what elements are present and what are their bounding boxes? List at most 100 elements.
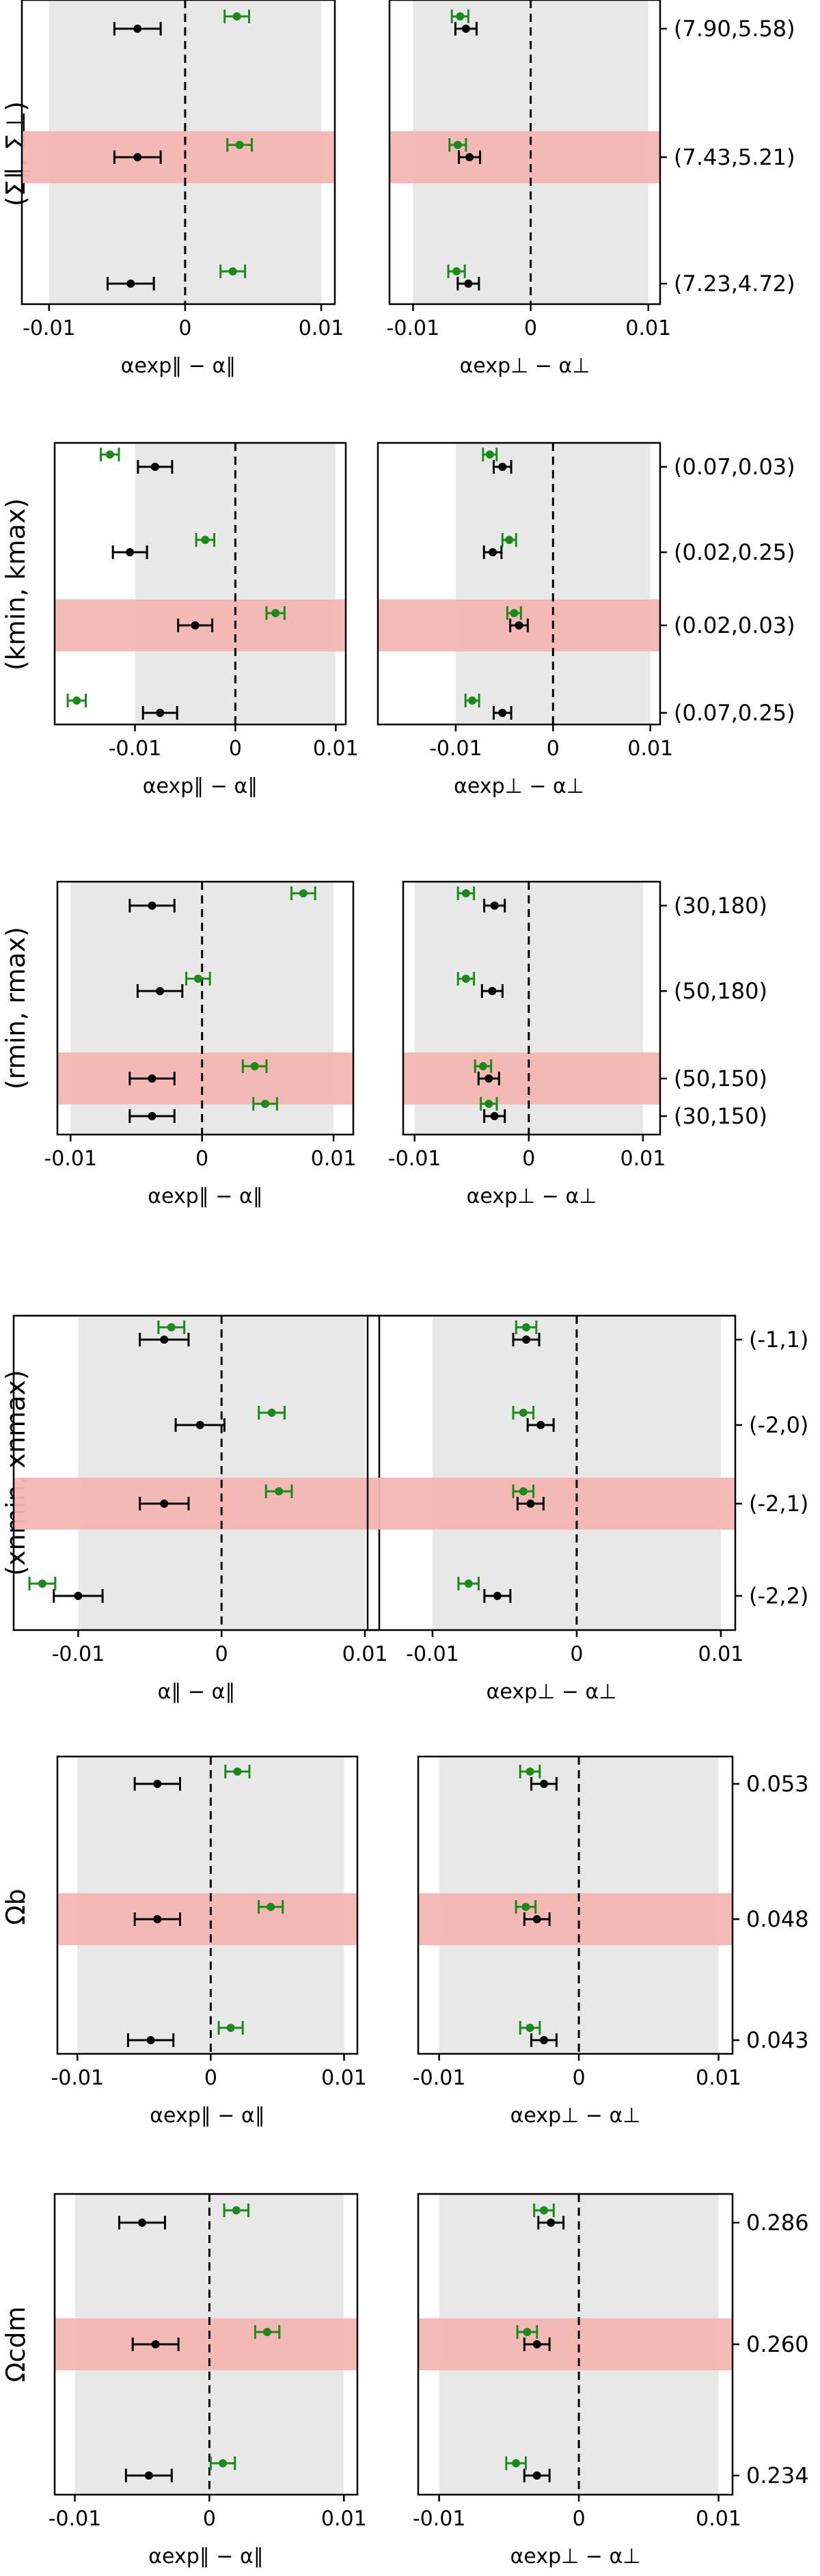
green-data-point <box>519 1409 528 1417</box>
row-label: 0.260 <box>746 2331 809 2357</box>
black-data-point <box>532 2340 541 2348</box>
green-data-point <box>522 1323 531 1331</box>
x-tick-label: -0.01 <box>387 316 440 340</box>
green-data-point <box>512 2459 521 2467</box>
black-data-point <box>151 2340 160 2348</box>
black-data-point <box>160 1500 169 1508</box>
panel-perpendicular: -0.01 0 0.01 αexp⊥ − α⊥ (30,180) (50,180) (50,… <box>388 880 767 1208</box>
green-data-point <box>271 609 280 617</box>
green-data-point <box>468 696 477 705</box>
x-tick-label: 0 <box>215 1642 228 1666</box>
panel-frame <box>56 1755 359 2055</box>
black-data-point <box>490 1112 499 1120</box>
highlight-row <box>418 2318 733 2370</box>
black-data-point <box>156 709 165 717</box>
green-data-point <box>299 889 308 897</box>
x-axis-label: αexp⊥ − α⊥ <box>510 2104 641 2128</box>
panel-frame <box>377 442 661 726</box>
panel-perpendicular: -0.01 0 0.01 αexp⊥ − α⊥ (0.07,0.03) (0.02,0.2… <box>377 442 795 798</box>
x-axis-label: αexp∥ − α∥ <box>143 774 258 798</box>
highlight-row <box>418 1893 733 1945</box>
green-data-point <box>263 2328 272 2336</box>
black-data-point <box>493 1592 502 1600</box>
black-data-point <box>148 901 156 910</box>
x-tick-label: 0 <box>203 2507 216 2531</box>
y-axis-label: (xnmin, xnmax) <box>1 1370 31 1575</box>
green-data-point <box>233 1767 242 1776</box>
x-tick-label: 0 <box>524 316 537 340</box>
highlight-row <box>390 131 660 183</box>
row-label: (50,180) <box>674 978 767 1004</box>
chart-block-2: (rmin, rmax) -0.01 0 0.01 αexp∥ − α∥ -0.01 0 0.… <box>1 880 767 1208</box>
black-data-point <box>465 153 474 161</box>
x-tick-label: -0.01 <box>51 2066 104 2090</box>
row-label: (0.07,0.25) <box>674 700 795 726</box>
black-data-point <box>488 987 497 995</box>
row-label: 0.053 <box>746 1771 809 1797</box>
black-data-point <box>148 1112 156 1120</box>
x-tick-label: 0.01 <box>620 1147 666 1171</box>
panel-parallel: -0.01 0 0.01 αexp∥ − α∥ <box>51 1755 367 2128</box>
x-tick-label: 0 <box>570 1642 583 1666</box>
row-label: (30,150) <box>674 1103 767 1129</box>
black-data-point <box>156 987 165 995</box>
panel-frame <box>417 1755 734 2055</box>
black-data-point <box>146 2036 155 2044</box>
x-tick-label: 0.01 <box>321 2066 367 2090</box>
x-axis-label: αexp⊥ − α⊥ <box>454 774 584 798</box>
row-label: (30,180) <box>674 893 767 919</box>
x-tick-label: 0 <box>229 737 242 761</box>
x-tick-label: -0.01 <box>109 737 162 761</box>
green-data-point <box>510 609 519 617</box>
x-tick-label: 0.01 <box>342 1642 388 1666</box>
highlight-row <box>55 2318 357 2370</box>
x-tick-label: -0.01 <box>52 1642 105 1666</box>
row-label: (7.43,5.21) <box>674 144 795 170</box>
x-tick-label: 0.01 <box>313 737 359 761</box>
row-label: (-2,1) <box>749 1491 808 1517</box>
highlight-row <box>22 131 335 183</box>
green-data-point <box>193 975 202 983</box>
row-label: (0.02,0.03) <box>674 612 795 638</box>
black-data-point <box>498 463 507 471</box>
black-data-point <box>137 2219 146 2227</box>
x-axis-label: α∥ − α∥ <box>158 1680 236 1704</box>
chart-block-5: Ωcdm -0.01 0 0.01 αexp∥ − α∥ -0.01 0 0.01 αexp⊥ … <box>1 2193 809 2568</box>
green-data-point <box>521 1903 530 1911</box>
green-data-point <box>232 2206 241 2214</box>
x-tick-label: 0 <box>573 2507 586 2531</box>
x-tick-label: 0.01 <box>625 316 671 340</box>
black-data-point <box>464 280 473 288</box>
green-data-point <box>461 975 470 983</box>
x-tick-label: 0 <box>204 2066 217 2090</box>
chart-block-1: (kmin, kmax) -0.01 0 0.01 αexp∥ − α∥ -0.01 0 0.… <box>1 442 795 798</box>
panel-parallel: -0.01 0 0.01 α∥ − α∥ <box>12 1314 388 1704</box>
black-data-point <box>133 153 142 161</box>
x-tick-label: 0 <box>195 1147 208 1171</box>
black-data-point <box>191 621 200 629</box>
green-data-point <box>456 12 465 21</box>
panel-perpendicular: -0.01 0 0.01 αexp⊥ − α⊥ (7.90,5.58) (7.43,5.2… <box>387 0 795 378</box>
x-tick-label: -0.01 <box>49 2507 102 2531</box>
x-tick-label: -0.01 <box>413 2066 466 2090</box>
green-data-point <box>226 2024 235 2032</box>
black-data-point <box>74 1592 83 1600</box>
black-data-point <box>536 1421 545 1429</box>
panel-perpendicular: -0.01 0 0.01 αexp⊥ − α⊥ (-1,1) (-2,0) (-2,1) (-… <box>366 1314 808 1704</box>
green-data-point <box>525 1767 534 1776</box>
panel-perpendicular: -0.01 0 0.01 αexp⊥ − α⊥ 0.286 0.260 0.234 <box>413 2193 809 2568</box>
green-data-point <box>261 1100 270 1108</box>
panel-perpendicular: -0.01 0 0.01 αexp⊥ − α⊥ 0.053 0.048 0.043 <box>413 1755 809 2128</box>
row-label: (-2,0) <box>749 1412 808 1438</box>
green-data-point <box>275 1487 284 1495</box>
black-data-point <box>547 2219 556 2227</box>
black-data-point <box>126 280 135 288</box>
panel-frame <box>20 0 336 306</box>
highlight-row <box>57 1893 357 1945</box>
black-data-point <box>532 1915 541 1923</box>
black-data-point <box>144 2471 153 2480</box>
black-data-point <box>153 1780 162 1788</box>
green-data-point <box>523 2328 532 2336</box>
green-data-point <box>478 1062 487 1070</box>
